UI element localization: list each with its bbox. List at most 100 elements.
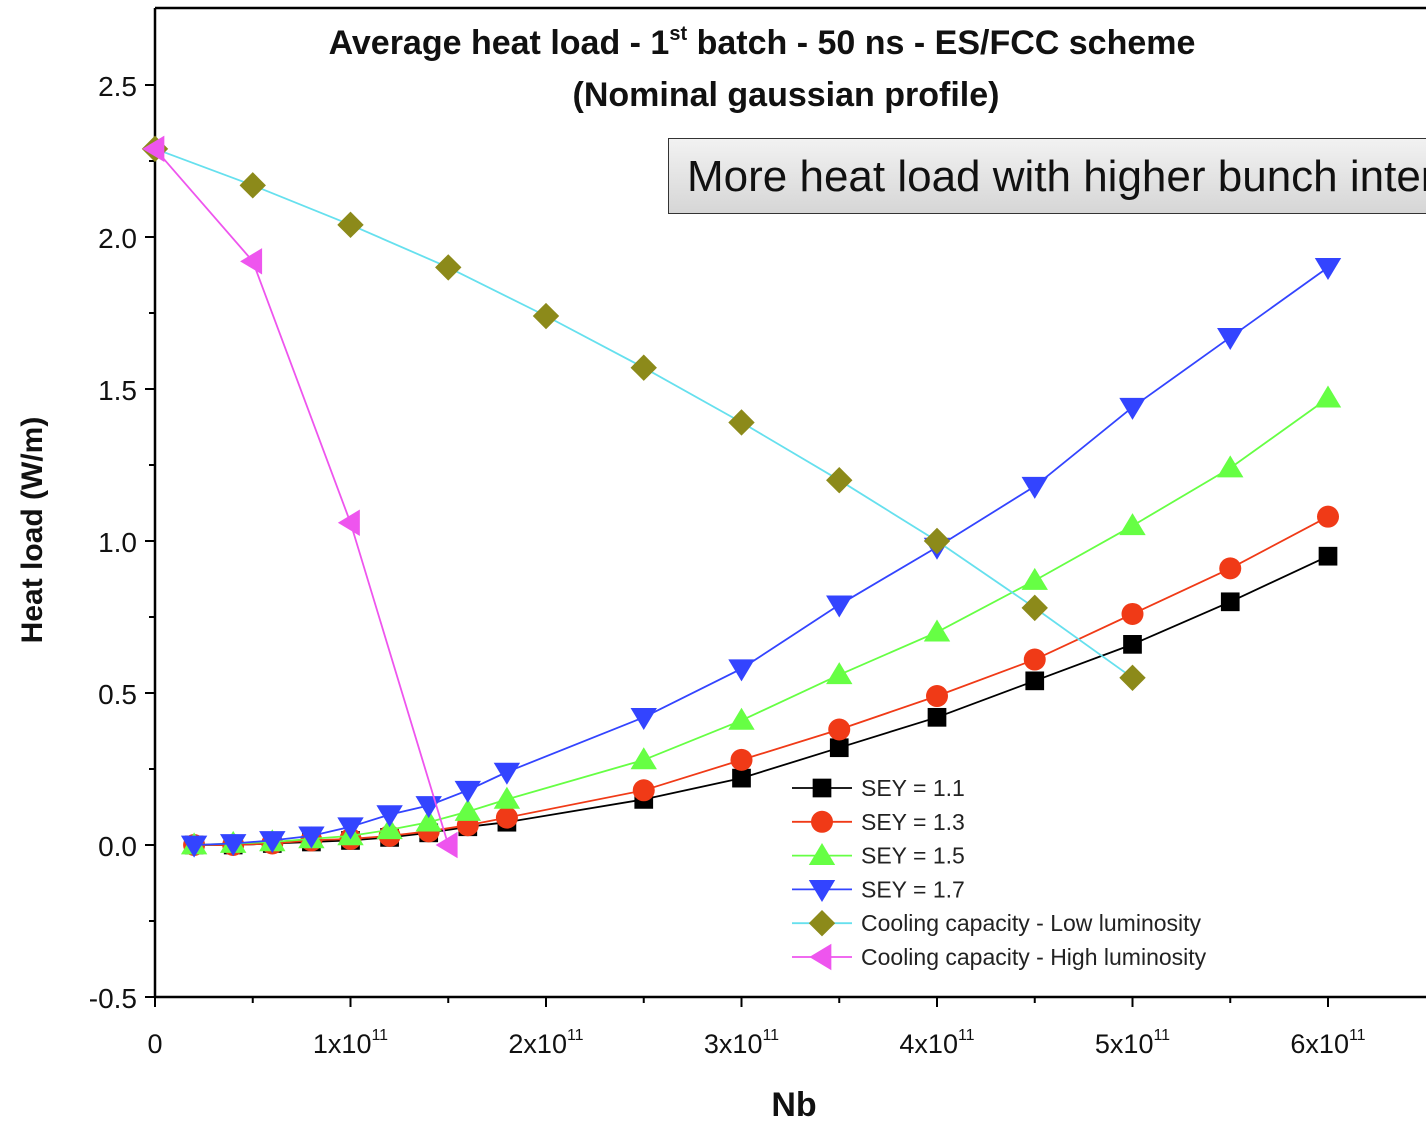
data-point — [1314, 258, 1342, 281]
y-tick-label: 2.5 — [98, 71, 137, 102]
legend-entry: Cooling capacity - Low luminosity — [792, 910, 1202, 937]
data-point — [632, 779, 655, 802]
series-layer — [141, 135, 1342, 859]
data-point — [1023, 648, 1046, 671]
data-point — [180, 835, 208, 858]
series-4 — [180, 258, 1342, 858]
data-point — [826, 467, 853, 494]
data-point — [1119, 664, 1146, 691]
data-point — [337, 509, 360, 536]
data-point — [532, 302, 560, 330]
data-point — [493, 762, 521, 785]
series-3 — [180, 385, 1342, 855]
data-point — [435, 831, 458, 859]
data-point — [454, 798, 481, 821]
data-point — [1123, 635, 1142, 654]
data-point — [493, 786, 521, 809]
legend-entry: SEY = 1.3 — [792, 809, 965, 835]
data-point — [1021, 567, 1048, 590]
data-point — [926, 685, 948, 708]
legend-label: SEY = 1.1 — [861, 775, 965, 801]
legend-entry: Cooling capacity - High luminosity — [792, 943, 1207, 971]
data-point — [732, 768, 751, 788]
y-tick-label: -0.5 — [89, 983, 137, 1014]
data-point — [927, 707, 947, 727]
data-point — [828, 718, 851, 741]
data-point — [1025, 671, 1045, 691]
series-5 — [141, 135, 1146, 691]
x-tick-label: 3x1011 — [704, 1027, 779, 1059]
legend: SEY = 1.1 SEY = 1.3 SEY = 1.5 SEY = 1.7 Cool… — [792, 775, 1207, 971]
x-tick-label: 5x1011 — [1095, 1027, 1170, 1059]
data-point — [415, 809, 442, 832]
data-point — [337, 817, 364, 840]
data-point — [1314, 385, 1342, 408]
data-point — [728, 659, 755, 682]
series-line — [154, 147, 1134, 679]
annotation-callout: More heat load with higher bunch intensi… — [668, 138, 1426, 214]
data-point — [1220, 592, 1240, 612]
data-point — [826, 595, 853, 618]
data-point — [728, 409, 755, 436]
axes: -0.5 0.0 0.5 1.0 1.5 2.0 2.5 0 1x1011 2x1011 3x101… — [89, 6, 1426, 1059]
legend-marker — [812, 778, 832, 798]
series-line — [154, 148, 450, 846]
legend-label: SEY = 1.3 — [861, 809, 965, 835]
y-tick-label: 0.5 — [98, 679, 137, 710]
y-tick-label: 1.5 — [98, 375, 137, 406]
legend-entry: SEY = 1.5 — [792, 843, 965, 869]
data-point — [376, 805, 403, 828]
series-1 — [184, 546, 1338, 855]
data-point — [1219, 557, 1242, 580]
data-point — [630, 707, 657, 730]
data-point — [826, 662, 853, 685]
legend-marker — [808, 842, 836, 865]
legend-label: Cooling capacity - Low luminosity — [861, 910, 1202, 936]
data-point — [1121, 602, 1144, 625]
data-point — [376, 817, 403, 840]
data-point — [239, 172, 266, 199]
chart-title: Average heat load - 1st batch - 50 ns - … — [329, 23, 1196, 62]
data-point — [337, 211, 364, 239]
data-point — [923, 527, 951, 555]
data-point — [1318, 546, 1338, 566]
series-6 — [142, 135, 458, 859]
data-point — [630, 747, 657, 770]
data-point — [1217, 327, 1244, 350]
legend-label: Cooling capacity - High luminosity — [861, 944, 1207, 970]
x-tick-label: 6x1011 — [1290, 1027, 1365, 1059]
data-point — [259, 831, 286, 854]
y-tick-label: 1.0 — [98, 527, 137, 558]
data-point — [923, 619, 951, 642]
series-2 — [183, 505, 1339, 856]
data-point — [1119, 513, 1146, 536]
data-point — [1119, 397, 1146, 420]
legend-marker — [808, 910, 836, 937]
x-tick-label: 2x1011 — [508, 1027, 583, 1059]
chart-subtitle: (Nominal gaussian profile) — [573, 76, 1000, 114]
data-point — [730, 748, 753, 771]
series-line — [194, 397, 1329, 846]
legend-marker — [808, 880, 836, 903]
legend-label: SEY = 1.7 — [861, 876, 965, 902]
data-point — [1217, 455, 1244, 478]
data-point — [454, 780, 481, 803]
data-point — [298, 826, 325, 849]
legend-entry: SEY = 1.1 — [792, 775, 965, 801]
data-point — [435, 254, 462, 281]
data-point — [495, 806, 518, 829]
x-axis-label: Nb — [771, 1086, 816, 1124]
data-point — [142, 135, 165, 163]
data-point — [829, 738, 849, 758]
series-line — [194, 555, 1329, 846]
chart-text: Average heat load - 1st batch - 50 ns - … — [16, 23, 1195, 1124]
data-point — [1021, 476, 1048, 499]
y-axis-label: Heat load (W/m) — [16, 417, 49, 644]
data-point — [630, 354, 657, 381]
legend-label: SEY = 1.5 — [861, 843, 965, 869]
data-point — [728, 707, 755, 730]
x-tick-label: 4x1011 — [899, 1027, 974, 1059]
data-point — [220, 834, 247, 857]
data-point — [1317, 505, 1339, 528]
